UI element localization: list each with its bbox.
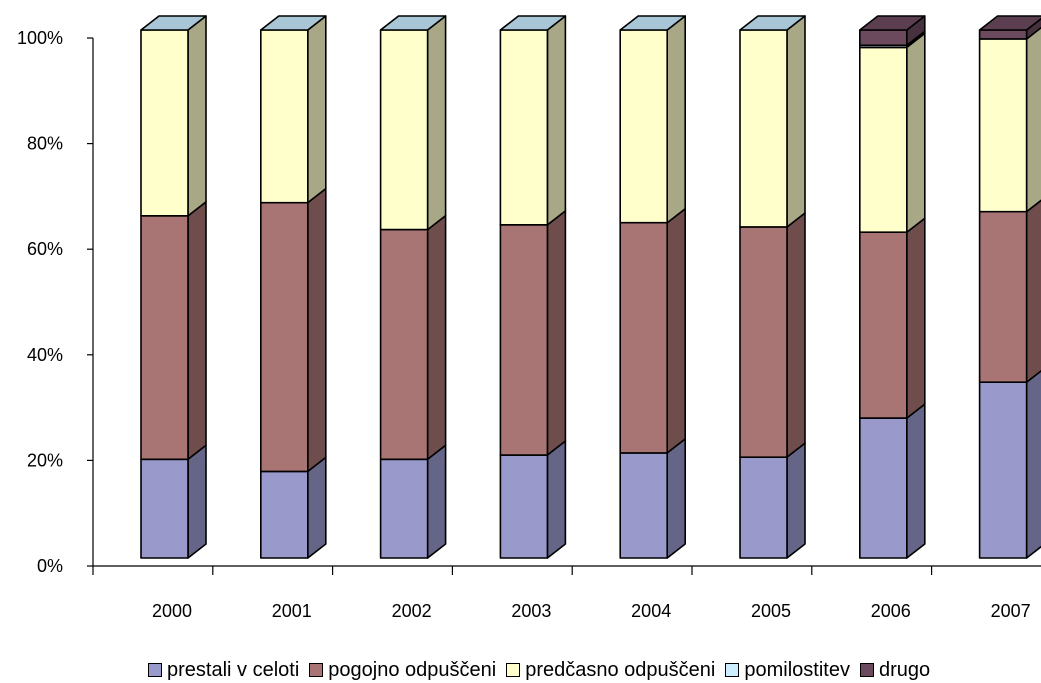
bar-top-cap (858, 15, 926, 31)
bar-segment-side (426, 15, 447, 231)
bar-stack (140, 15, 207, 559)
bar-segment-side (187, 444, 207, 559)
legend-item-pogojno: pogojno odpuščeni (309, 659, 496, 682)
bar-segment-side (666, 438, 687, 559)
x-tick-label: 2000 (152, 601, 192, 621)
bar-segment (858, 46, 908, 234)
bar-segment (739, 226, 788, 458)
x-tick-label: 2007 (991, 601, 1031, 621)
bar-stack (499, 15, 567, 559)
legend-swatch-predcasno (506, 663, 521, 677)
bar-segment-side (306, 456, 327, 559)
bar-segment (140, 29, 189, 217)
bars (140, 15, 1041, 559)
legend-label-prestali: prestali v celoti (167, 658, 300, 681)
y-tick-label: 60% (27, 239, 63, 259)
bar-stack (739, 15, 806, 559)
bar-segment (858, 29, 908, 47)
x-tick-label: 2002 (392, 601, 432, 621)
legend-swatch-drugo (859, 663, 874, 677)
y-tick-label: 100% (17, 28, 63, 48)
legend-swatch-pomilostitev (725, 663, 740, 677)
bar-segment (379, 228, 429, 461)
bar-segment-side (666, 15, 687, 224)
bar-segment (259, 470, 309, 559)
bar-segment-side (546, 440, 567, 559)
bar-segment (978, 210, 1028, 383)
bar-segment-side (786, 442, 806, 559)
legend-item-prestali: prestali v celoti (148, 659, 299, 682)
x-tick-label: 2004 (631, 601, 671, 621)
bar-segment (978, 29, 1028, 40)
legend-label-pomilostitev: pomilostitev (744, 658, 850, 681)
bar-segment-side (306, 15, 327, 204)
bar-segment (739, 29, 788, 228)
bar-segment-side (1025, 199, 1041, 383)
legend-label-pogojno: pogojno odpuščeni (328, 658, 497, 681)
x-tick-label: 2005 (751, 601, 791, 621)
legend: prestali v celoti pogojno odpuščeni pred… (148, 657, 940, 683)
legend-item-predcasno: predčasno odpuščeni (506, 659, 715, 682)
bar-segment-side (426, 214, 447, 461)
stacked-bar-chart: 0% 20% 40% 60% 80% 100% 2000 2001 2002 2003 2004 20… (17, 15, 1041, 621)
bar-segment (499, 454, 549, 559)
bar-segment-side (546, 15, 567, 226)
bar-segment-side (1025, 26, 1041, 213)
bar-segment-side (786, 212, 806, 458)
bar-segment-side (905, 217, 926, 419)
legend-swatch-pogojno (309, 663, 324, 677)
bar-segment (379, 29, 429, 231)
legend-item-drugo: drugo (859, 658, 931, 682)
bar-top-cap (978, 15, 1041, 31)
bar-segment (499, 29, 549, 226)
bar-segment-side (786, 15, 806, 228)
y-tick-label: 80% (27, 134, 63, 154)
bar-segment (858, 417, 908, 559)
bar-segment (140, 458, 189, 559)
bar-top-cap (739, 15, 806, 31)
legend-item-pomilostitev: pomilostitev (725, 659, 850, 682)
bar-segment-side (426, 444, 447, 559)
bar-top-cap (619, 15, 687, 31)
bar-segment (140, 215, 189, 461)
bar-segment-side (187, 15, 207, 217)
axes: 0% 20% 40% 60% 80% 100% 2000 2001 2002 2003 2004 20… (17, 28, 1041, 621)
x-tick-label: 2001 (272, 601, 312, 621)
y-tick-label: 20% (27, 450, 63, 470)
y-tick-label: 40% (27, 345, 63, 365)
y-tick-label: 0% (37, 556, 63, 576)
bar-segment (259, 29, 309, 204)
legend-swatch-prestali (148, 663, 162, 677)
x-tick-label: 2006 (871, 601, 911, 621)
bar-stack (858, 15, 926, 559)
bar-segment (259, 201, 309, 473)
bar-segment-side (187, 201, 207, 461)
bar-stack (379, 15, 447, 559)
legend-label-predcasno: predčasno odpuščeni (525, 658, 716, 681)
bar-segment-side (905, 32, 926, 234)
bar-segment-side (905, 403, 926, 559)
bar-segment (978, 381, 1028, 559)
bar-segment-side (306, 187, 327, 473)
bar-segment (739, 456, 788, 559)
bar-top-cap (499, 15, 567, 31)
bar-segment (619, 29, 669, 224)
bar-stack (619, 15, 687, 559)
x-tick-label: 2003 (511, 601, 551, 621)
bar-top-cap (379, 15, 447, 31)
bar-top-cap (259, 15, 327, 31)
bar-stack (978, 15, 1041, 559)
bar-segment-side (546, 210, 567, 456)
bar-segment (619, 221, 669, 454)
bar-top-cap (140, 15, 207, 31)
bar-segment-side (1025, 369, 1041, 559)
bar-segment (978, 38, 1028, 213)
bar-segment (619, 452, 669, 559)
bar-stack (259, 15, 327, 559)
bar-segment (858, 231, 908, 419)
bar-segment (379, 458, 429, 559)
bar-segment-side (666, 207, 687, 454)
bar-segment (499, 224, 549, 456)
legend-label-drugo: drugo (878, 658, 931, 681)
